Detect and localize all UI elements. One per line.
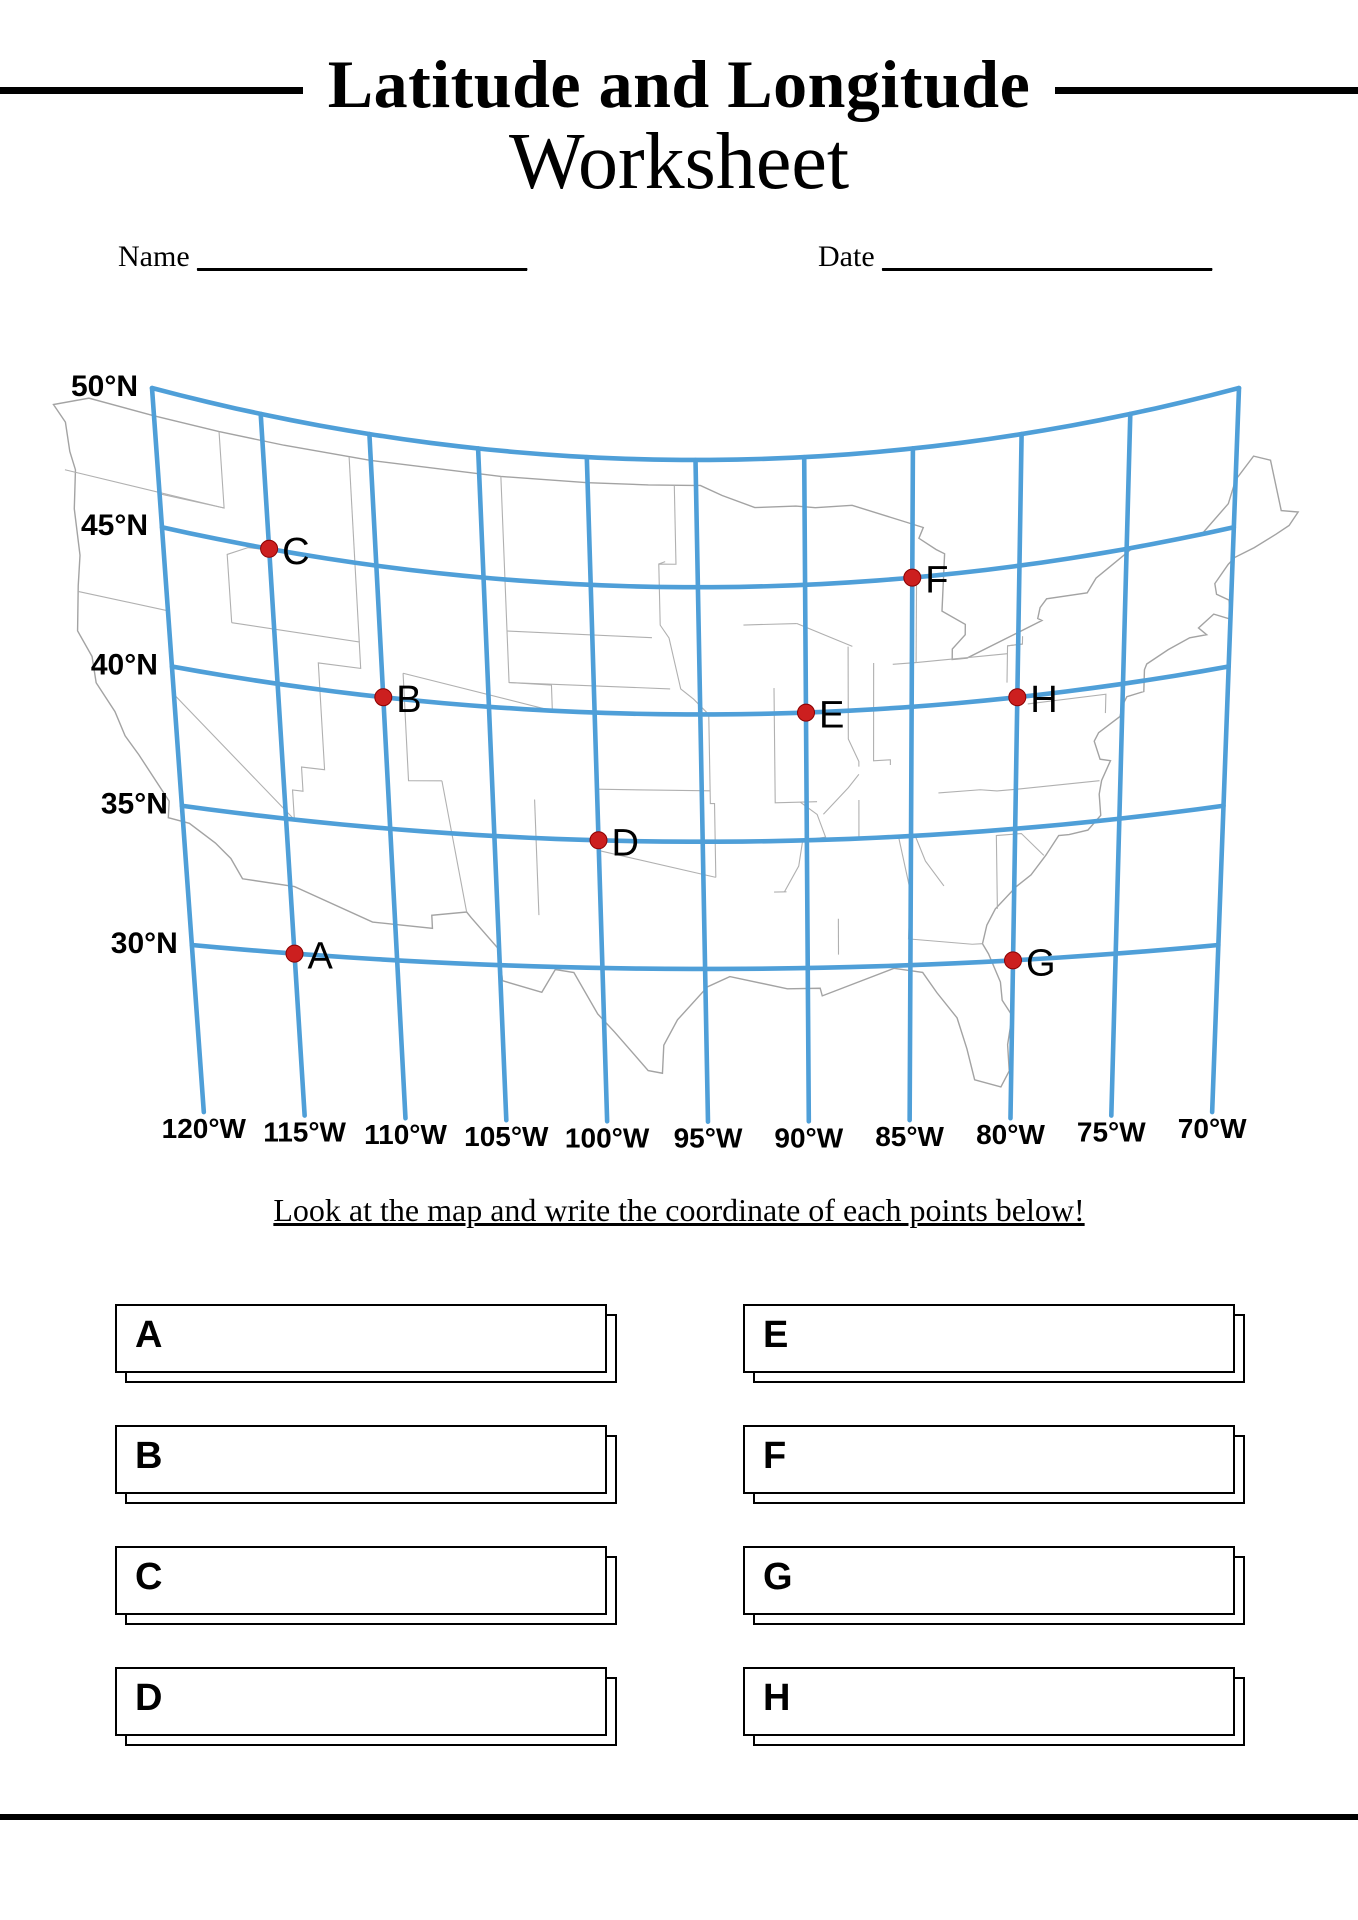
svg-text:G: G xyxy=(1026,942,1056,984)
svg-text:30°N: 30°N xyxy=(111,927,178,960)
svg-text:A: A xyxy=(308,936,334,978)
svg-text:115°W: 115°W xyxy=(263,1117,346,1148)
svg-text:85°W: 85°W xyxy=(875,1121,944,1152)
svg-text:120°W: 120°W xyxy=(162,1113,247,1144)
svg-text:95°W: 95°W xyxy=(674,1123,743,1154)
svg-text:80°W: 80°W xyxy=(976,1119,1045,1150)
svg-text:90°W: 90°W xyxy=(774,1122,843,1153)
svg-text:110°W: 110°W xyxy=(364,1119,447,1150)
svg-text:50°N: 50°N xyxy=(71,370,138,403)
svg-text:45°N: 45°N xyxy=(81,509,148,542)
svg-text:40°N: 40°N xyxy=(91,649,158,682)
svg-text:100°W: 100°W xyxy=(565,1122,650,1153)
svg-text:F: F xyxy=(925,560,948,602)
svg-text:70°W: 70°W xyxy=(1178,1113,1247,1144)
svg-text:C: C xyxy=(282,531,309,573)
svg-text:H: H xyxy=(1030,679,1057,721)
svg-text:D: D xyxy=(612,822,639,864)
svg-text:75°W: 75°W xyxy=(1077,1117,1146,1148)
svg-text:105°W: 105°W xyxy=(464,1121,549,1152)
svg-text:B: B xyxy=(396,679,421,721)
svg-text:E: E xyxy=(819,695,844,737)
svg-text:35°N: 35°N xyxy=(101,788,168,821)
